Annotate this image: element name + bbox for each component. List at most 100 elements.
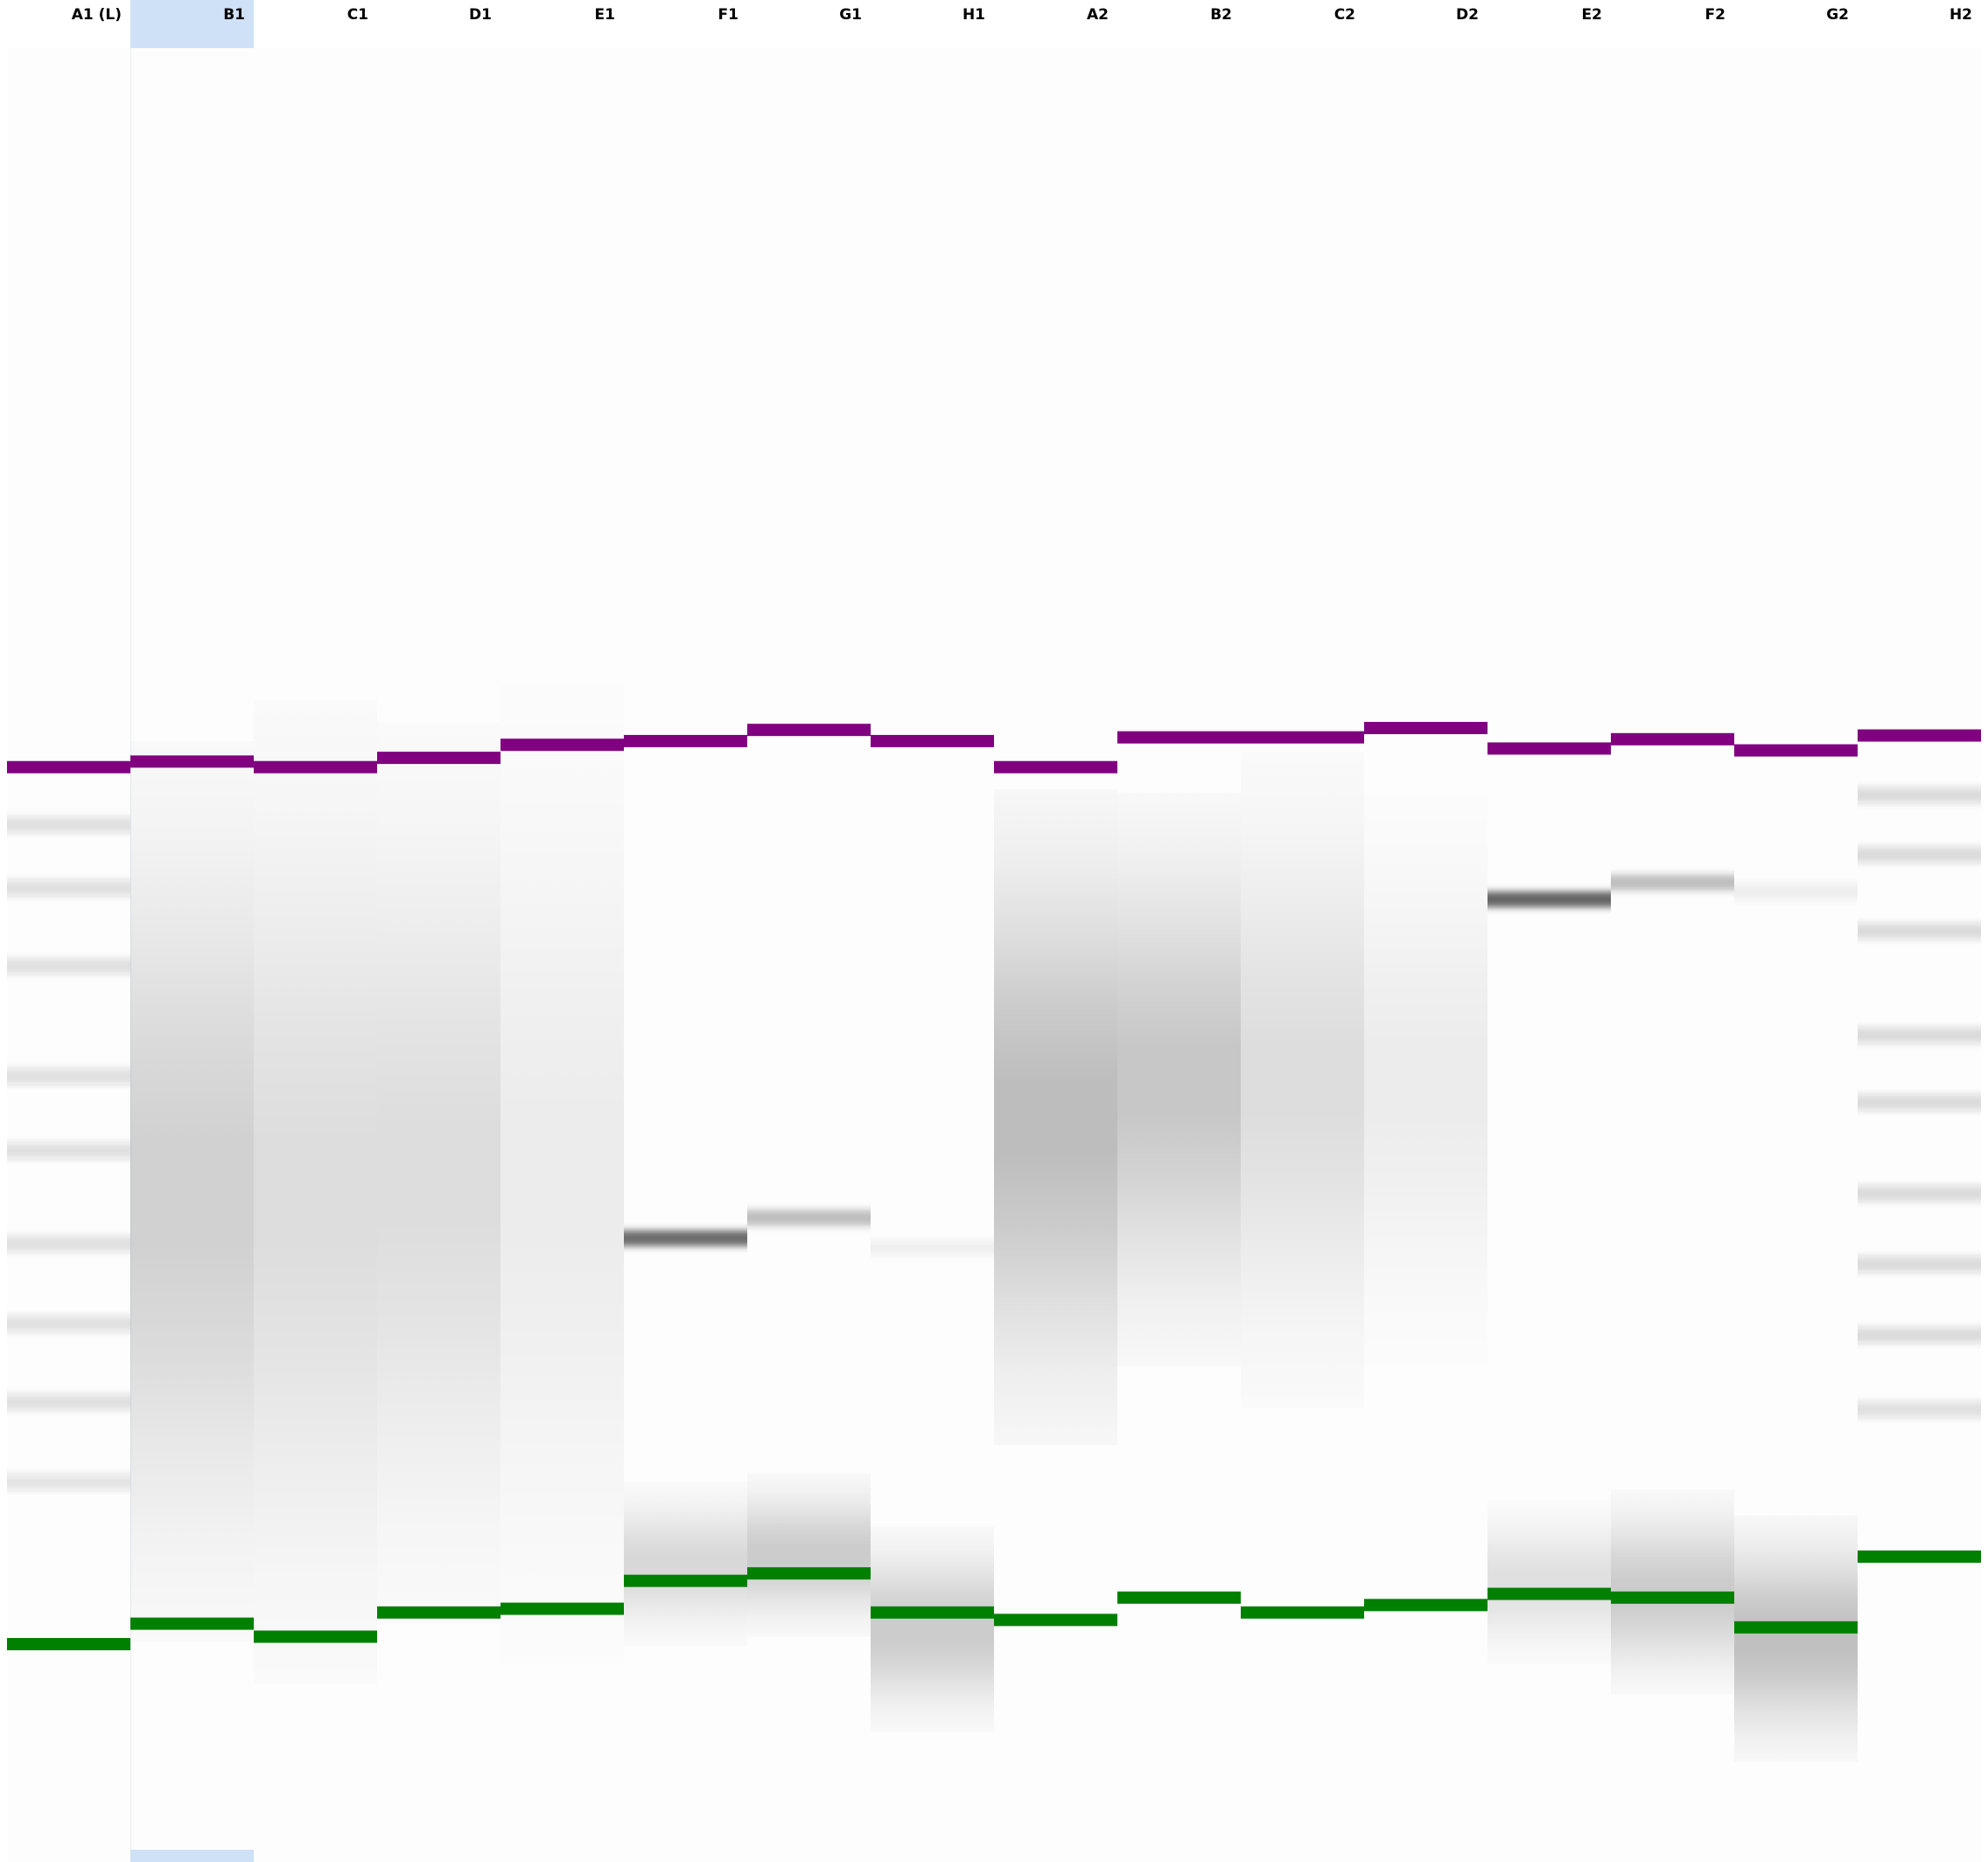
upper-marker	[1241, 731, 1364, 744]
lane-h1[interactable]: H1	[871, 6, 994, 1732]
ladder-band	[1858, 1027, 1981, 1044]
upper-marker	[377, 752, 500, 765]
ladder-band	[7, 880, 130, 897]
lane-smear	[1117, 793, 1241, 1367]
lane-label[interactable]: C1	[347, 6, 368, 24]
lower-marker	[871, 1606, 994, 1619]
lane-a2[interactable]: A2	[994, 6, 1117, 1627]
gel-image: A1 (L) B1 C1 D1 E1 F1 G1 H1 A2 B2 C2 D2 E2 F2 G2 H2	[7, 0, 1981, 1862]
ladder-band	[7, 1394, 130, 1410]
lower-marker	[1117, 1591, 1241, 1604]
lane-label[interactable]: E1	[595, 6, 615, 24]
lower-marker	[1611, 1591, 1734, 1604]
lower-marker	[1488, 1587, 1611, 1600]
lane-e2[interactable]: E2	[1488, 6, 1611, 1665]
upper-marker	[747, 724, 871, 737]
lane-label[interactable]: F1	[718, 6, 738, 24]
lower-marker	[1734, 1620, 1858, 1634]
lane-d2[interactable]: D2	[1364, 6, 1488, 1612]
ladder-band	[7, 1316, 130, 1333]
lower-marker	[254, 1630, 377, 1643]
ladder-band	[7, 1474, 130, 1490]
lane-label[interactable]: F2	[1705, 6, 1726, 24]
lane-f1[interactable]: F1	[624, 6, 747, 1647]
lane-selection-top	[130, 0, 254, 48]
lane-smear	[377, 722, 500, 1624]
ladder-band	[1858, 846, 1981, 863]
ladder-band	[7, 1236, 130, 1252]
lane-smear	[994, 789, 1117, 1446]
lower-marker	[1858, 1550, 1981, 1564]
upper-marker	[1858, 729, 1981, 742]
upper-marker	[1117, 731, 1241, 744]
lane-b1[interactable]: B1	[130, 0, 254, 1862]
lane-label[interactable]: D2	[1456, 6, 1479, 24]
ladder-band	[7, 958, 130, 975]
lane-a1-l[interactable]: A1 (L)	[7, 6, 130, 1651]
lane-smear	[500, 681, 624, 1665]
ladder-band	[1858, 1094, 1981, 1110]
lane-smear	[130, 740, 254, 1642]
lane-label[interactable]: B1	[223, 6, 245, 24]
lane-smear	[254, 700, 377, 1684]
upper-marker	[1488, 742, 1611, 755]
sample-band	[1611, 874, 1734, 891]
upper-marker	[871, 734, 994, 747]
lane-label[interactable]: H2	[1950, 6, 1972, 24]
lane-label[interactable]: C2	[1334, 6, 1355, 24]
lane-label[interactable]: G1	[839, 6, 862, 24]
lane-b2[interactable]: B2	[1117, 6, 1241, 1604]
ladder-band	[1858, 1326, 1981, 1343]
lower-marker	[624, 1574, 747, 1587]
sample-band	[1488, 891, 1611, 907]
lane-label[interactable]: D1	[469, 6, 492, 24]
lane-g1[interactable]: G1	[747, 6, 871, 1637]
sample-band	[624, 1230, 747, 1247]
ladder-band	[7, 1068, 130, 1084]
lower-marker	[1241, 1606, 1364, 1619]
upper-marker	[500, 738, 624, 752]
lower-marker	[1364, 1599, 1488, 1612]
lower-marker	[994, 1614, 1117, 1627]
upper-marker	[624, 734, 747, 747]
ladder-band	[7, 1143, 130, 1159]
lane-g2[interactable]: G2	[1734, 6, 1858, 1762]
lane-label[interactable]: A1 (L)	[72, 6, 122, 24]
upper-marker	[254, 760, 377, 774]
lane-smear	[1364, 793, 1488, 1367]
lane-c1[interactable]: C1	[254, 6, 377, 1684]
lower-marker	[7, 1638, 130, 1651]
lower-marker	[377, 1606, 500, 1619]
lane-c2[interactable]: C2	[1241, 6, 1364, 1619]
sample-band	[747, 1209, 871, 1226]
lane-smear	[1488, 1501, 1611, 1665]
ladder-band	[7, 816, 130, 833]
lane-d1[interactable]: D1	[377, 6, 500, 1624]
lane-label[interactable]: H1	[962, 6, 985, 24]
lane-smear	[871, 1526, 994, 1732]
sample-band	[1734, 884, 1858, 900]
lower-marker	[130, 1617, 254, 1630]
upper-marker	[7, 760, 130, 774]
ladder-band	[1858, 923, 1981, 939]
lane-e1[interactable]: E1	[500, 6, 624, 1665]
upper-marker	[1611, 732, 1734, 746]
lower-marker	[500, 1602, 624, 1615]
lane-smear	[624, 1481, 747, 1647]
lane-f2[interactable]: F2	[1611, 6, 1734, 1695]
lane-label[interactable]: E2	[1582, 6, 1602, 24]
lane-selection-bottom	[130, 1850, 254, 1862]
lane-smear	[1241, 752, 1364, 1408]
lower-marker	[747, 1567, 871, 1580]
lane-label[interactable]: G2	[1826, 6, 1849, 24]
lane-h2[interactable]: H2	[1858, 6, 1981, 1564]
upper-marker	[994, 760, 1117, 774]
upper-marker	[1734, 744, 1858, 757]
lane-label[interactable]: B2	[1210, 6, 1232, 24]
sample-band	[871, 1239, 994, 1256]
lane-smear	[747, 1473, 871, 1637]
lane-label[interactable]: A2	[1087, 6, 1109, 24]
upper-marker	[130, 755, 254, 768]
upper-marker	[1364, 722, 1488, 735]
ladder-band	[1858, 1401, 1981, 1418]
